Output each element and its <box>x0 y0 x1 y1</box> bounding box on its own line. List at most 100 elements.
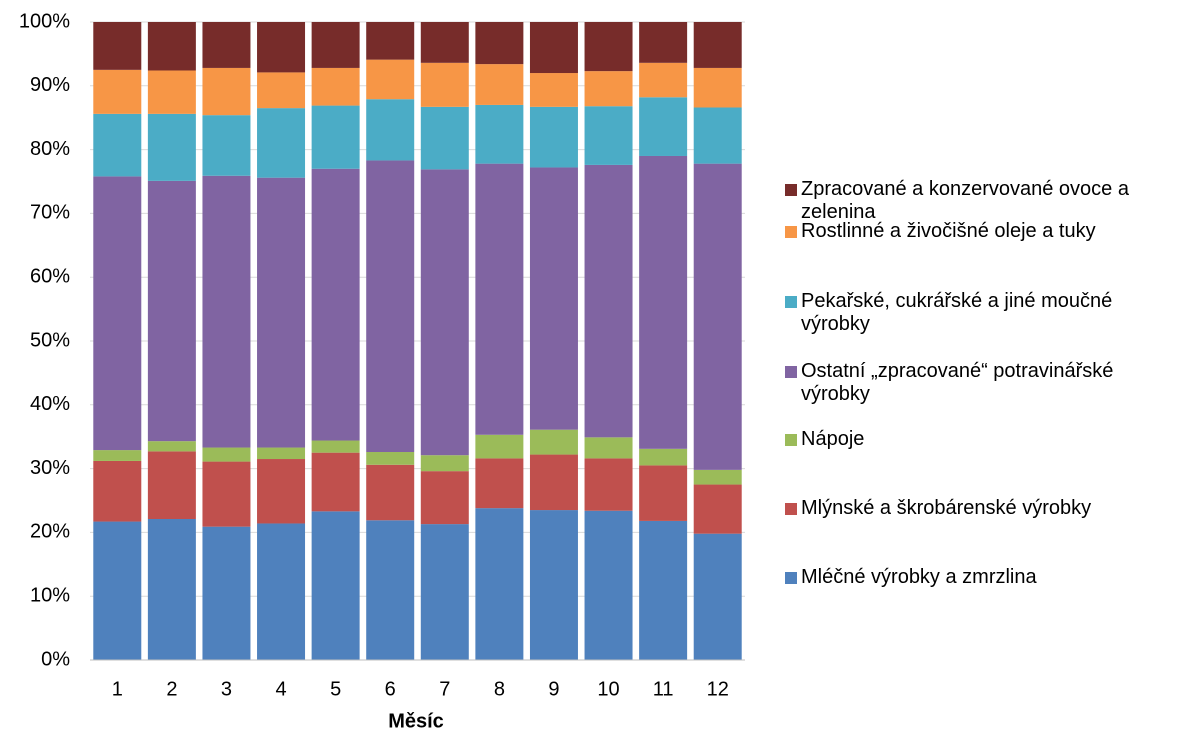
bar-segment <box>584 22 633 72</box>
bar-segment <box>257 447 306 460</box>
bar-segment <box>147 519 196 660</box>
y-tick-label: 10% <box>30 584 70 606</box>
bar-segment <box>311 452 360 512</box>
legend-item: Mlýnské a škrobárenské výrobky <box>785 497 1175 520</box>
bar-segment <box>584 437 633 459</box>
x-tick-label: 6 <box>385 678 396 700</box>
y-tick-label: 70% <box>30 202 70 224</box>
legend-label: Mléčné výrobky a zmrzlina <box>801 566 1037 588</box>
y-tick-label: 90% <box>30 74 70 96</box>
bar-segment <box>639 465 688 521</box>
bar-segment <box>311 511 360 660</box>
bar-segment <box>639 62 688 98</box>
legend-swatch <box>785 366 797 378</box>
x-tick-label: 5 <box>330 678 341 700</box>
bar-segment <box>366 59 415 100</box>
bar-segment <box>202 447 251 462</box>
bar-segment <box>529 510 578 660</box>
bar-segment <box>202 67 251 116</box>
bar-segment <box>693 67 742 108</box>
bar-segment <box>311 440 360 453</box>
legend-swatch <box>785 572 797 584</box>
bar-segment <box>639 520 688 660</box>
y-tick-label: 20% <box>30 521 70 543</box>
bar-segment <box>584 71 633 107</box>
x-tick-label: 11 <box>653 678 674 700</box>
bar-segment <box>693 469 742 485</box>
bar-segment <box>93 460 142 522</box>
bar-segment <box>420 455 469 472</box>
x-tick-label: 9 <box>548 678 559 700</box>
legend-swatch <box>785 184 797 196</box>
bar-segment <box>475 434 524 459</box>
bar-segment <box>475 458 524 509</box>
bar-segment <box>639 448 688 466</box>
bar-segment <box>639 155 688 449</box>
bar-segment <box>257 523 306 660</box>
bar-segment <box>366 160 415 453</box>
bar-segment <box>475 163 524 435</box>
bar-segment <box>311 168 360 441</box>
bar-segment <box>257 22 306 73</box>
bar-segment <box>257 108 306 178</box>
bar-segment <box>93 450 142 461</box>
bar-segment <box>529 73 578 107</box>
legend-label: Nápoje <box>801 428 865 450</box>
x-tick-label: 2 <box>166 678 177 700</box>
bar-segment <box>475 104 524 164</box>
y-tick-label: 80% <box>30 138 70 160</box>
bar-segment <box>147 180 196 442</box>
bar-segment <box>529 454 578 511</box>
bar-segment <box>311 105 360 169</box>
bar-segment <box>366 99 415 161</box>
bar-segment <box>366 520 415 660</box>
x-tick-label: 1 <box>112 678 123 700</box>
legend-swatch <box>785 296 797 308</box>
bar-segment <box>366 464 415 521</box>
bar-segment <box>693 533 742 660</box>
legend-label: Rostlinné a živočišné oleje a tuky <box>801 220 1096 242</box>
bar-segment <box>584 458 633 511</box>
bar-segment <box>529 167 578 430</box>
bar-segment <box>693 22 742 68</box>
bar-segment <box>93 176 142 451</box>
bar-segment <box>420 169 469 456</box>
bar-segment <box>693 163 742 470</box>
legend-item: Zpracované a konzervované ovoce a zeleni… <box>785 178 1175 224</box>
bar-segment <box>202 115 251 176</box>
y-tick-label: 100% <box>19 10 70 32</box>
bar-segment <box>202 461 251 527</box>
bar-segment <box>584 164 633 438</box>
bar-segment <box>639 97 688 156</box>
legend-label: Pekařské, cukrářské a jiné moučné výrobk… <box>801 290 1113 335</box>
x-tick-label: 4 <box>275 678 286 700</box>
x-axis-title: Měsíc <box>388 710 444 732</box>
bar-segment <box>147 441 196 452</box>
bar-segment <box>693 484 742 534</box>
legend-swatch <box>785 226 797 238</box>
bar-segment <box>202 22 251 68</box>
bar-segment <box>147 113 196 181</box>
bar-segment <box>639 22 688 63</box>
bar-segment <box>311 22 360 68</box>
x-tick-label: 8 <box>494 678 505 700</box>
y-tick-label: 50% <box>30 329 70 351</box>
legend-label: Mlýnské a škrobárenské výrobky <box>801 497 1092 519</box>
x-tick-label: 7 <box>439 678 450 700</box>
bar-segment <box>257 72 306 109</box>
bar-segment <box>147 70 196 114</box>
bar-segment <box>584 510 633 660</box>
y-tick-label: 30% <box>30 457 70 479</box>
bar-segment <box>366 22 415 60</box>
bar-segment <box>475 508 524 660</box>
y-tick-label: 60% <box>30 265 70 287</box>
bar-segment <box>529 429 578 455</box>
legend-item: Mléčné výrobky a zmrzlina <box>785 566 1175 589</box>
legend-item: Pekařské, cukrářské a jiné moučné výrobk… <box>785 290 1175 336</box>
bar-segment <box>257 459 306 524</box>
x-tick-label: 10 <box>597 678 619 700</box>
bar-segment <box>93 521 142 660</box>
legend-label: Ostatní „zpracované“ potravinářské výrob… <box>801 360 1114 405</box>
